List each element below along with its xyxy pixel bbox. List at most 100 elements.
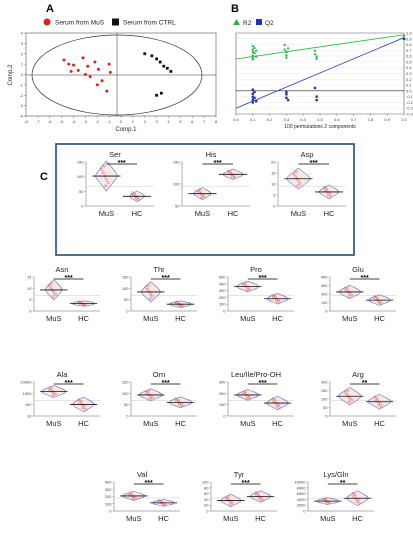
violin-hc-point bbox=[260, 499, 264, 502]
violin-ytick-label: 0 bbox=[206, 509, 209, 514]
group-label-mus: MuS bbox=[99, 209, 114, 218]
group-label-mus: MuS bbox=[240, 419, 255, 428]
violin-mus-point bbox=[106, 181, 110, 184]
group-label-mus: MuS bbox=[46, 419, 61, 428]
violin-ytick-label: 100 bbox=[321, 397, 328, 402]
panel-label-a: A bbox=[46, 3, 54, 15]
violin-ytick-label: 15 bbox=[271, 171, 276, 176]
violin-hc-point bbox=[137, 198, 140, 202]
violin-plot-his: His 150 100 50 *** MuS HC bbox=[173, 150, 250, 218]
r2-point bbox=[315, 56, 319, 60]
panel-b-ytick-label: -0.4 bbox=[406, 112, 413, 117]
violin-hc-point bbox=[275, 404, 279, 408]
violin-ytick-label: 50 bbox=[323, 405, 328, 410]
violin-mus-point bbox=[51, 394, 55, 397]
r2-point bbox=[251, 55, 255, 59]
violin-mus-point bbox=[47, 284, 51, 287]
violin-mus-point bbox=[293, 175, 297, 178]
group-label-hc: HC bbox=[78, 314, 89, 323]
violin-mus-point bbox=[148, 397, 152, 401]
panel-a-xtick-label: 3 bbox=[156, 119, 159, 124]
violin-mus-point bbox=[343, 287, 347, 291]
violin-mus-point bbox=[104, 184, 107, 188]
group-label-hc: HC bbox=[272, 314, 283, 323]
violin-hc-point bbox=[271, 397, 275, 400]
significance-label: *** bbox=[65, 380, 73, 387]
r2-point bbox=[286, 46, 290, 50]
violin-ytick-label: 200 bbox=[321, 380, 328, 385]
significance-label: *** bbox=[361, 275, 369, 282]
violin-mus-point bbox=[105, 178, 108, 181]
violin-title: Orn bbox=[153, 370, 166, 379]
violin-ytick-label: 300 bbox=[105, 487, 112, 492]
ctrl-point bbox=[162, 64, 166, 68]
violin-hc-point bbox=[353, 493, 357, 497]
violin-hc-point bbox=[159, 500, 163, 503]
violin-hc-point bbox=[377, 403, 381, 407]
r2-point bbox=[251, 47, 255, 51]
violin-hc-point bbox=[163, 503, 167, 507]
panel-b-regression-line bbox=[235, 37, 405, 109]
group-label-hc: HC bbox=[255, 514, 266, 523]
group-label-hc: HC bbox=[352, 514, 363, 523]
violin-ytick-label: 5 bbox=[29, 297, 32, 302]
violin-mus-point bbox=[343, 391, 347, 394]
violin-mus-point bbox=[347, 295, 351, 298]
violin-mus-point bbox=[151, 396, 154, 399]
violin-ytick-label: 5 bbox=[273, 193, 276, 198]
violin-mus-point bbox=[298, 182, 302, 185]
group-label-mus: MuS bbox=[240, 314, 255, 323]
panel-a-xtick-label: -7 bbox=[36, 119, 40, 124]
violin-title: Asn bbox=[56, 265, 69, 274]
violin-ytick-label: 150 bbox=[173, 160, 180, 165]
violin-ytick-label: 10000 bbox=[294, 480, 306, 485]
panel-b-regression-line bbox=[235, 34, 405, 60]
panel-b-ytick-label: 0.9 bbox=[406, 36, 412, 41]
violin-mus-point bbox=[324, 497, 327, 501]
legend-q2-marker bbox=[256, 19, 262, 25]
violin-ytick-label: 10 bbox=[27, 286, 32, 291]
group-label-hc: HC bbox=[175, 419, 186, 428]
legend-r2-marker bbox=[233, 19, 240, 25]
mus-point bbox=[62, 58, 66, 62]
ctrl-point bbox=[155, 93, 159, 97]
group-label-hc: HC bbox=[132, 209, 143, 218]
violin-title: Ala bbox=[57, 370, 69, 379]
r2-point bbox=[283, 47, 287, 51]
panel-a-ytick-label: 3 bbox=[21, 41, 24, 46]
violin-hc-point bbox=[174, 397, 178, 401]
violin-mus-point bbox=[198, 188, 202, 191]
panel-b-xtick-label: 0.8 bbox=[368, 117, 374, 122]
violin-mus-point bbox=[151, 295, 154, 298]
violin-hc-point bbox=[83, 304, 87, 307]
panel-a-xtick-label: 7 bbox=[203, 119, 206, 124]
panel-b-ytick-label: -0.3 bbox=[406, 106, 413, 111]
violin-ytick-label: 15 bbox=[27, 275, 32, 280]
violin-ytick-label: 300 bbox=[321, 283, 328, 288]
violin-mus-point bbox=[102, 164, 106, 168]
violin-mus-point bbox=[144, 286, 148, 289]
legend-mus-label: Serum from MuS bbox=[55, 20, 105, 27]
q2-point bbox=[313, 86, 317, 90]
violin-ytick-label: 100 bbox=[25, 402, 32, 407]
violin-title: Val bbox=[137, 470, 148, 479]
panel-b-xlabel: 100 permutations 2 components bbox=[284, 124, 356, 130]
violin-mus-point bbox=[47, 387, 51, 391]
panel-b-ytick-label: 0.6 bbox=[406, 54, 412, 59]
violin-hc-point bbox=[78, 401, 81, 405]
violin-ytick-label: 10 bbox=[271, 182, 276, 187]
violin-ytick-label: 400 bbox=[105, 480, 112, 485]
panel-a-xtick-label: 0 bbox=[120, 119, 123, 124]
violin-plot-thr: Thr 150 100 50 0 *** MuS HC bbox=[122, 265, 197, 323]
panel-a-xtick-label: 4 bbox=[167, 119, 170, 124]
mus-point bbox=[107, 62, 111, 66]
violin-mus-point bbox=[297, 179, 300, 183]
violin-mus-point bbox=[224, 496, 228, 500]
q2-point bbox=[253, 96, 256, 99]
violin-ytick-label: 10 bbox=[27, 414, 32, 419]
ctrl-point bbox=[158, 60, 162, 64]
mus-point bbox=[105, 89, 109, 93]
panel-a-ytick-label: 1 bbox=[21, 62, 24, 67]
violin-ytick-label: 100 bbox=[202, 480, 209, 485]
